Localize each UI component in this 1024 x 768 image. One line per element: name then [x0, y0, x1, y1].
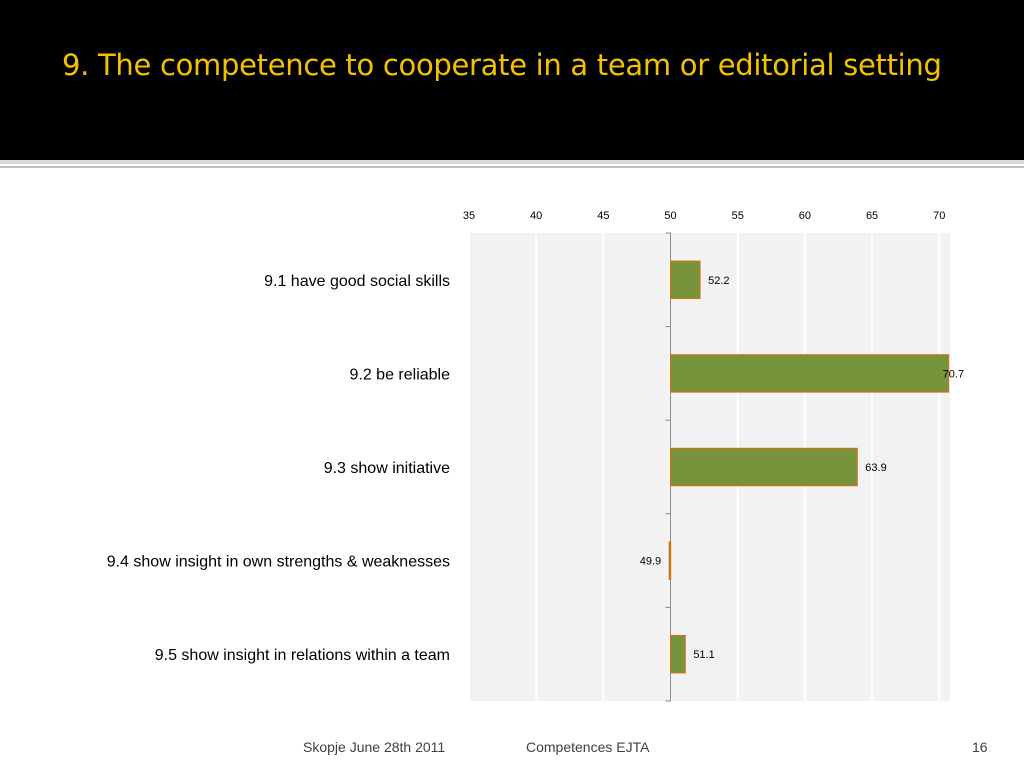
- bar: [670, 260, 701, 300]
- category-label: 9.5 show insight in relations within a t…: [155, 647, 450, 664]
- footer-presentation-name: Competences EJTA: [526, 739, 650, 755]
- header-divider-thin: [0, 166, 1024, 168]
- header-divider: [0, 160, 1024, 164]
- data-label: 52.2: [708, 275, 729, 287]
- bar: [670, 634, 686, 674]
- slide-title: 9. The competence to cooperate in a team…: [62, 48, 942, 82]
- x-tick-label: 70: [933, 210, 945, 222]
- data-label: 70.7: [943, 368, 964, 380]
- bar: [670, 354, 950, 393]
- footer-location-date: Skopje June 28th 2011: [303, 739, 446, 755]
- bar: [670, 447, 858, 487]
- x-tick-label: 45: [597, 210, 609, 222]
- category-label: 9.3 show initiative: [324, 460, 450, 477]
- category-label: 9.2 be reliable: [349, 366, 450, 383]
- slide-header: [0, 0, 1024, 160]
- x-tick-label: 40: [530, 210, 542, 222]
- x-tick-label: 55: [732, 210, 744, 222]
- bar: [668, 541, 672, 580]
- footer-page-number: 16: [972, 739, 988, 755]
- x-tick-label: 60: [799, 210, 811, 222]
- data-label: 63.9: [865, 462, 886, 474]
- category-label: 9.4 show insight in own strengths & weak…: [107, 554, 450, 571]
- x-tick-label: 50: [664, 210, 676, 222]
- x-tick-label: 35: [463, 210, 475, 222]
- data-label: 51.1: [693, 649, 714, 661]
- x-tick-label: 65: [866, 210, 878, 222]
- category-label: 9.1 have good social skills: [264, 273, 450, 290]
- data-label: 49.9: [640, 556, 661, 568]
